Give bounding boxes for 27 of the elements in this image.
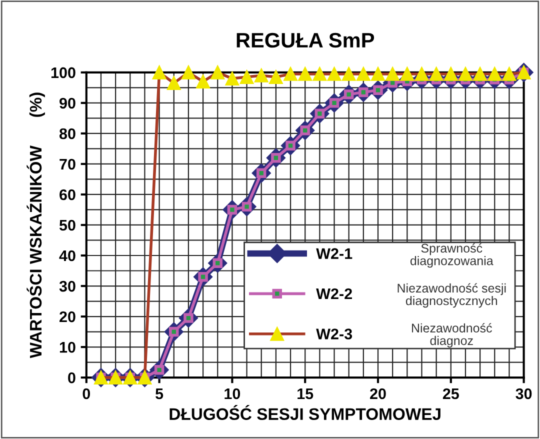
y-tick-label: 50 [59,220,76,231]
annotation: Niezawodność diagnoz [412,323,492,348]
x-tick-label: 10 [224,388,240,400]
legend-label: W2-3 [316,328,352,340]
y-tick-label: 10 [60,342,76,353]
y-tick-label: 30 [59,280,76,292]
x-tick-label: 15 [298,388,314,400]
x-tick-label: 25 [442,388,459,400]
x-axis-title: DŁUGOŚĆ SESJI SYMPTOMOWEJ [170,405,440,420]
y-tick-label: 70 [60,158,76,170]
annotation: Niezawodność sesji diagnostycznych [398,283,506,308]
y-tick-label: 0 [68,372,76,384]
y-axis-title: WARTOŚCI WSKAŹNIKÓW (%) [26,92,45,358]
annotation: Sprawność diagnozowania [410,243,494,268]
y-tick-label: 60 [60,189,76,200]
y-tick-label: 20 [60,311,76,322]
legend-label: W2-2 [316,288,352,300]
x-tick-label: 30 [516,388,532,400]
y-tick-label: 100 [51,67,76,78]
chart-title: REGUŁA SmP [236,32,374,48]
legend-label: W2-1 [316,248,352,259]
x-tick-label: 20 [370,388,386,400]
y-tick-label: 90 [60,98,76,109]
x-tick-label: 0 [82,388,90,400]
x-tick-label: 5 [156,388,164,400]
y-tick-label: 40 [59,250,76,262]
y-tick-label: 80 [59,128,76,140]
